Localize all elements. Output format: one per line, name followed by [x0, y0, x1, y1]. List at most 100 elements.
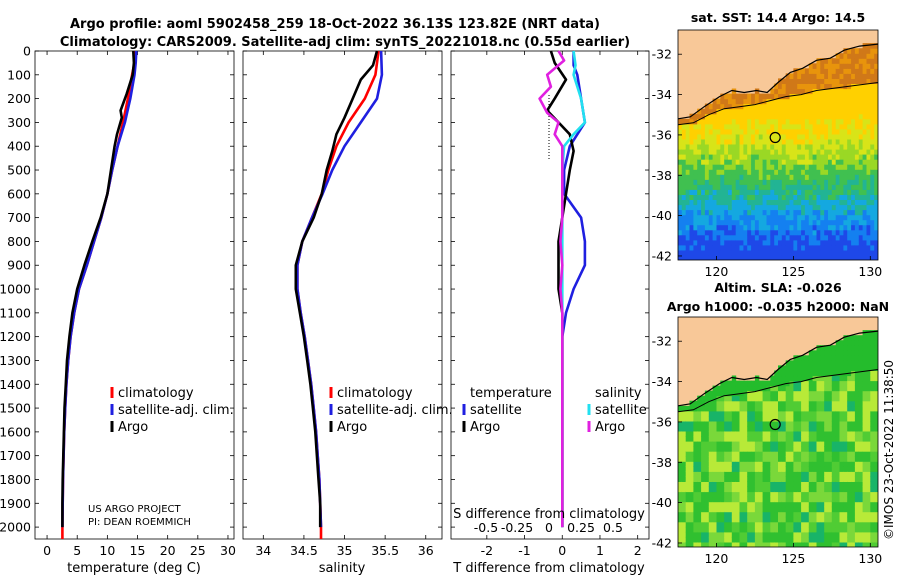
map-cell [824, 380, 829, 387]
map-cell [804, 436, 810, 442]
map-cell [789, 491, 794, 498]
map-cell [770, 123, 775, 130]
map-y-tick-label: -40 [652, 495, 672, 510]
map-cell [866, 456, 871, 462]
map-cell [724, 128, 729, 135]
map-cell [716, 415, 721, 422]
map-cell [724, 103, 729, 110]
map-cell [678, 133, 683, 140]
map-cell [716, 395, 721, 402]
map-cell [697, 405, 702, 412]
map-cell [708, 224, 714, 231]
map-cell [835, 380, 841, 387]
map-cell [712, 456, 717, 462]
map-cell [874, 511, 878, 518]
map-cell [693, 244, 698, 251]
map-cell [778, 491, 783, 498]
sla-map-subtitle: Argo h1000: -0.035 h2000: NaN [667, 299, 889, 314]
map-cell [735, 390, 741, 397]
map-cell [839, 199, 844, 206]
map-cell [785, 476, 791, 482]
map-cell [828, 255, 833, 260]
map-cell [858, 118, 864, 125]
map-cell [685, 531, 691, 538]
map-cell [797, 73, 802, 79]
map-cell [728, 536, 733, 543]
map-cell [866, 103, 871, 110]
map-cell [685, 526, 691, 533]
map-cell [781, 98, 787, 105]
map-cell [766, 431, 771, 437]
map-cell [704, 128, 710, 135]
map-cell [731, 516, 737, 523]
map-cell [778, 229, 783, 236]
map-cell [704, 400, 710, 407]
map-cell [739, 179, 744, 185]
credit-project: US ARGO PROJECT [88, 504, 182, 515]
map-cell [858, 229, 864, 236]
map-cell [739, 531, 744, 538]
map-cell [854, 390, 860, 397]
map-cell [770, 431, 775, 437]
map-cell [866, 511, 871, 518]
map-cell [801, 385, 806, 392]
map-cell [735, 144, 741, 150]
map-cell [858, 436, 864, 442]
map-cell [858, 491, 864, 498]
map-cell [812, 239, 817, 246]
map-cell [870, 103, 875, 110]
map-cell [739, 174, 744, 180]
map-cell [835, 144, 841, 150]
map-cell [870, 149, 875, 155]
map-cell [774, 194, 779, 200]
map-cell [789, 123, 794, 130]
map-cell [816, 542, 821, 547]
map-cell [731, 138, 737, 145]
map-cell [778, 446, 783, 452]
map-cell [774, 214, 779, 221]
difference-panel: -2 -1 0 1 2 temperature satellite Argo salin… [450, 50, 650, 576]
map-cell [747, 451, 752, 457]
map-cell [824, 164, 829, 170]
map-cell [712, 415, 717, 422]
map-cell [747, 516, 752, 523]
map-cell [870, 531, 875, 538]
map-cell [770, 506, 775, 513]
map-cell [812, 174, 817, 180]
map-cell [793, 431, 798, 437]
map-cell [747, 506, 752, 513]
map-cell [758, 224, 764, 231]
map-cell [739, 521, 744, 528]
map-cell [874, 385, 878, 392]
map-cell [743, 471, 748, 477]
legend-satellite: satellite-adj. clim. [337, 403, 453, 418]
map-cell [735, 410, 741, 417]
map-cell [758, 249, 764, 256]
map-cell [812, 365, 817, 371]
map-cell [778, 486, 783, 493]
map-cell [785, 431, 791, 437]
map-cell [816, 390, 821, 397]
map-cell [751, 133, 756, 140]
map-cell [812, 395, 817, 402]
map-cell [758, 133, 764, 140]
map-cell [851, 506, 856, 513]
map-cell [678, 239, 683, 246]
map-cell [735, 486, 741, 493]
map-cell [839, 68, 844, 74]
map-cell [828, 234, 833, 241]
map-cell [812, 441, 817, 447]
map-cell [843, 179, 848, 185]
map-cell [874, 471, 878, 477]
map-cell [854, 234, 860, 241]
map-cell [862, 385, 867, 392]
map-cell [866, 234, 871, 241]
map-cell [862, 506, 867, 513]
map-cell [835, 113, 841, 120]
map-cell [747, 536, 752, 543]
map-cell [739, 159, 744, 165]
map-cell [731, 204, 737, 211]
map-cell [708, 138, 714, 145]
map-cell [808, 123, 814, 130]
map-cell [797, 123, 802, 130]
